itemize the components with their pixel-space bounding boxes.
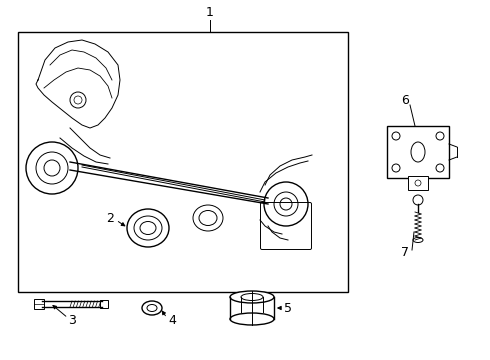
Bar (387, 126, 449, 178)
Circle shape (415, 180, 421, 186)
Ellipse shape (413, 238, 423, 243)
Circle shape (274, 192, 298, 216)
Bar (18, 32, 348, 292)
Circle shape (280, 198, 292, 210)
Text: 7: 7 (401, 246, 409, 258)
Bar (34, 299, 44, 309)
Circle shape (413, 195, 423, 205)
Text: 2: 2 (106, 212, 114, 225)
Circle shape (436, 164, 444, 172)
Bar (100, 300, 108, 308)
Ellipse shape (142, 301, 162, 315)
Text: 5: 5 (284, 302, 292, 315)
Circle shape (436, 132, 444, 140)
Circle shape (392, 164, 400, 172)
Ellipse shape (241, 293, 263, 301)
Circle shape (70, 92, 86, 108)
Ellipse shape (147, 305, 157, 311)
Ellipse shape (193, 205, 223, 231)
Circle shape (44, 160, 60, 176)
Ellipse shape (199, 211, 217, 225)
Ellipse shape (140, 221, 156, 234)
Text: 4: 4 (168, 314, 176, 327)
Circle shape (392, 132, 400, 140)
Circle shape (36, 152, 68, 184)
Ellipse shape (230, 291, 274, 303)
Text: 1: 1 (206, 5, 214, 18)
Circle shape (74, 96, 82, 104)
Circle shape (26, 142, 78, 194)
Circle shape (264, 182, 308, 226)
Ellipse shape (411, 142, 425, 162)
Ellipse shape (230, 313, 274, 325)
Ellipse shape (127, 209, 169, 247)
Text: 6: 6 (401, 94, 409, 107)
Ellipse shape (134, 216, 162, 240)
Text: 3: 3 (68, 314, 76, 327)
Bar (408, 176, 428, 190)
